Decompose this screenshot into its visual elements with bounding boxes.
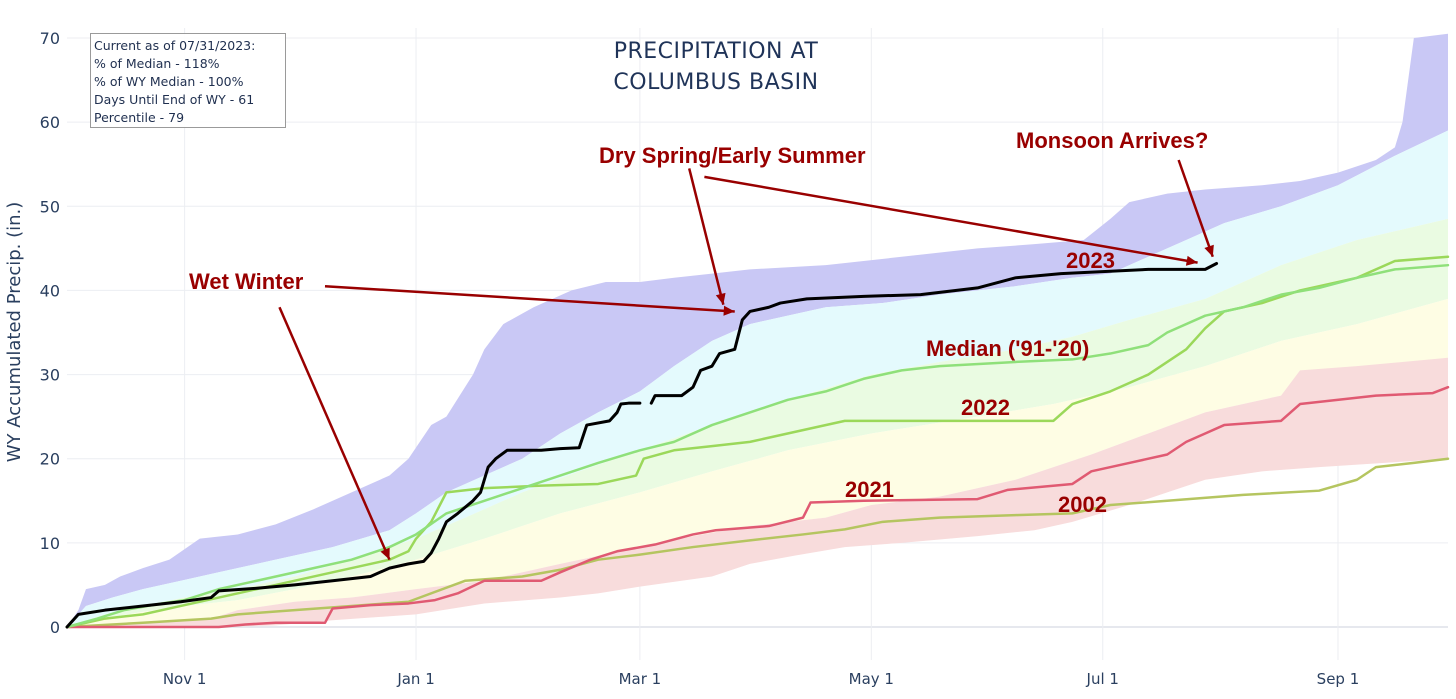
annotation-arrow-line xyxy=(324,284,735,313)
series-label-median: Median ('91-'20) xyxy=(926,336,1089,361)
x-tick-label: Nov 1 xyxy=(163,670,207,688)
y-axis-label: WY Accumulated Precip. (in.) xyxy=(4,202,25,463)
x-tick-label: Jul 1 xyxy=(1086,670,1119,688)
chart-title-line-2: COLUMBUS BASIN xyxy=(613,70,818,95)
annotation-arrowhead xyxy=(1185,255,1198,266)
annotation-arrowhead xyxy=(380,547,390,560)
band-90th-to-70th xyxy=(67,130,1448,628)
annotation-arrow-line xyxy=(687,168,725,306)
info-percent-wy-median: % of WY Median - 100% xyxy=(94,74,244,89)
annotation-wet-winter: Wet Winter xyxy=(189,269,304,294)
y-tick-label: 50 xyxy=(40,197,60,216)
current-status-box: Current as of 07/31/2023: % of Median - … xyxy=(90,33,286,128)
series-line-2023 xyxy=(649,262,1219,405)
info-days-until-end: Days Until End of WY - 61 xyxy=(94,92,255,107)
percentile-bands xyxy=(67,33,1448,628)
x-tick-label: May 1 xyxy=(849,670,894,688)
band-50th-to-30th xyxy=(67,298,1448,627)
annotation-arrowhead xyxy=(715,292,726,305)
y-tick-label: 30 xyxy=(40,366,60,385)
y-tick-label: 40 xyxy=(40,281,60,300)
x-tick-label: Jan 1 xyxy=(396,670,434,688)
x-tick-label: Sep 1 xyxy=(1317,670,1360,688)
annotation-dry-spring: Dry Spring/Early Summer xyxy=(599,143,866,168)
annotation-arrows xyxy=(278,159,1214,561)
y-axis-ticks: 0 10 20 30 40 50 60 70 xyxy=(40,29,60,637)
annotation-arrow-line xyxy=(278,306,391,561)
band-70th-to-50th xyxy=(67,218,1448,627)
series-label-2022: 2022 xyxy=(961,395,1010,420)
info-current-as-of: Current as of 07/31/2023: xyxy=(94,38,256,53)
y-tick-label: 60 xyxy=(40,113,60,132)
series-label-2002: 2002 xyxy=(1058,492,1107,517)
annotation-arrow-line xyxy=(704,175,1198,264)
series-line-2002 xyxy=(65,457,1450,629)
series-line-median-91-20- xyxy=(65,263,1450,629)
band-max-to-90th xyxy=(67,33,1448,628)
chart-title-line-1: PRECIPITATION AT xyxy=(614,39,819,64)
band-30th-to-min xyxy=(67,357,1448,627)
x-tick-label: Mar 1 xyxy=(619,670,662,688)
series-line-2022 xyxy=(65,255,1450,629)
info-percent-median: % of Median - 118% xyxy=(94,56,220,71)
y-tick-label: 70 xyxy=(40,29,60,48)
info-percentile: Percentile - 79 xyxy=(94,110,185,125)
annotation-arrowhead xyxy=(723,305,735,316)
series-lines xyxy=(65,255,1450,629)
series-label-2021: 2021 xyxy=(845,477,894,502)
y-tick-label: 20 xyxy=(40,450,60,469)
x-axis-ticks: Nov 1 Jan 1 Mar 1 May 1 Jul 1 Sep 1 xyxy=(163,670,1359,688)
y-tick-label: 0 xyxy=(50,618,60,637)
annotation-arrow-line xyxy=(1177,159,1214,258)
series-label-2023: 2023 xyxy=(1066,248,1115,273)
y-tick-label: 10 xyxy=(40,534,60,553)
series-line-2021 xyxy=(65,385,1450,629)
annotation-arrowhead xyxy=(1204,244,1214,257)
annotation-monsoon: Monsoon Arrives? xyxy=(1016,128,1208,153)
series-line-2023 xyxy=(65,401,642,629)
